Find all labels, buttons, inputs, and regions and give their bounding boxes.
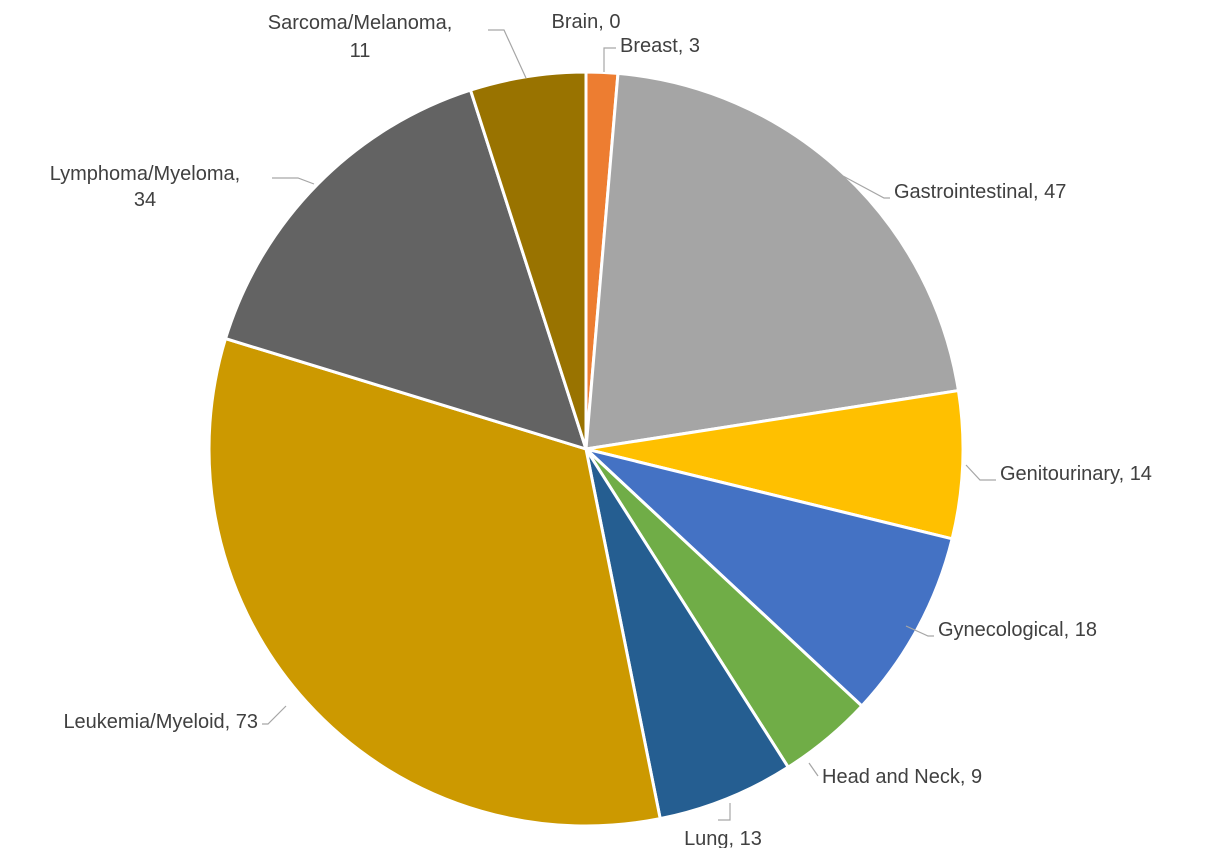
- pie-slices: [207, 70, 965, 828]
- data-label-leukemia-myeloid: Leukemia/Myeloid, 73: [63, 711, 258, 733]
- data-label-line: Gastrointestinal, 47: [894, 181, 1066, 203]
- data-label-gastrointestinal: Gastrointestinal, 47: [894, 181, 1066, 203]
- slice-leukemia-myeloid: [207, 336, 662, 828]
- data-label-head-and-neck: Head and Neck, 9: [822, 766, 982, 788]
- slice-gynecological: [580, 446, 954, 709]
- slice-gastrointestinal: [584, 71, 961, 451]
- data-label-sarcoma-melanoma: Sarcoma/Melanoma, 11: [268, 12, 453, 62]
- data-label-lung: Lung, 13: [684, 828, 762, 848]
- data-label-line: Brain, 0: [552, 11, 621, 33]
- data-label-line: Leukemia/Myeloid, 73: [63, 711, 258, 733]
- data-label-line: Head and Neck, 9: [822, 766, 982, 788]
- leader-line-gynecological: [905, 625, 934, 637]
- data-label-brain: Brain, 0: [552, 11, 621, 33]
- data-label-line: Sarcoma/Melanoma,: [268, 12, 453, 34]
- leader-line-lymphoma-myeloma: [272, 177, 315, 185]
- data-label-genitourinary: Genitourinary, 14: [1000, 463, 1152, 485]
- leader-line-head-and-neck: [808, 762, 819, 777]
- leader-line-genitourinary: [965, 464, 996, 481]
- data-label-line: 11: [350, 40, 371, 62]
- data-label-lymphoma-myeloma: Lymphoma/Myeloma, 34: [50, 163, 240, 211]
- slice-genitourinary: [585, 388, 965, 541]
- data-label-line: Gynecological, 18: [938, 619, 1097, 641]
- leader-line-leukemia-myeloid: [262, 705, 287, 725]
- slice-lung: [584, 448, 791, 821]
- data-label-line: Genitourinary, 14: [1000, 463, 1152, 485]
- slice-lymphoma-myeloma: [223, 88, 589, 452]
- leader-line-breast: [603, 47, 616, 72]
- data-label-line: 34: [134, 189, 156, 211]
- data-label-line: Breast, 3: [620, 35, 700, 57]
- leader-line-gastrointestinal: [842, 175, 890, 199]
- data-label-line: Lung, 13: [684, 828, 762, 848]
- data-label-gynecological: Gynecological, 18: [938, 619, 1097, 641]
- data-label-line: Lymphoma/Myeloma,: [50, 163, 240, 185]
- leader-line-sarcoma-melanoma: [488, 29, 527, 79]
- data-label-breast: Breast, 3: [620, 35, 700, 57]
- leader-line-lung: [718, 803, 731, 821]
- leader-lines: [262, 29, 996, 821]
